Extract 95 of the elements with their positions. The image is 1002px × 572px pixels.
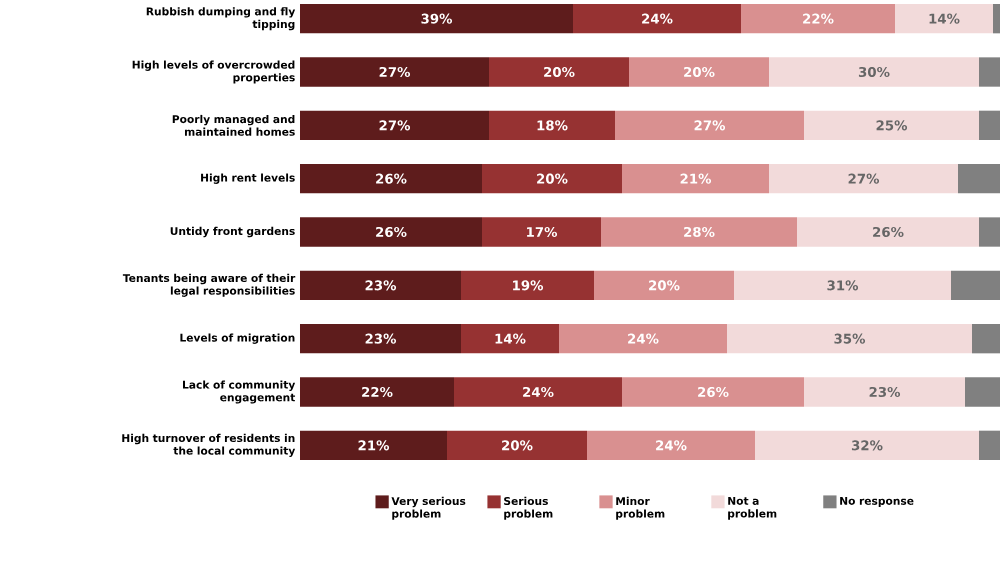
data-label: 20% [684, 66, 715, 78]
bar [489, 110, 615, 141]
bar [461, 270, 594, 301]
y-tick-label: Rubbish dumping and fly tipping [146, 7, 296, 31]
bar [461, 324, 559, 354]
bar [300, 430, 447, 461]
data-label: 17% [527, 226, 558, 238]
bar [300, 110, 489, 141]
data-label: 27% [694, 120, 726, 131]
data-label: 25% [876, 120, 908, 131]
bar [979, 430, 1001, 461]
data-label: 23% [869, 386, 901, 398]
data-label: 32% [851, 440, 883, 451]
bar [482, 217, 601, 247]
data-label: 14% [495, 333, 526, 344]
bar [300, 57, 489, 87]
bar [804, 110, 980, 141]
bar [993, 4, 1001, 34]
bar [587, 430, 755, 461]
data-label: 39% [421, 13, 453, 24]
bar [573, 4, 741, 34]
legend-label: No response [840, 496, 914, 507]
bar [979, 110, 1001, 141]
data-label: 24% [628, 333, 659, 344]
bar [559, 324, 727, 354]
bar [300, 377, 454, 407]
bar [797, 217, 980, 247]
data-label: 31% [827, 280, 859, 291]
data-label: 21% [680, 173, 712, 184]
data-label: 23% [365, 280, 397, 291]
data-label: 22% [803, 13, 834, 24]
data-label: 27% [848, 173, 880, 184]
data-label: 22% [362, 386, 393, 398]
legend-label: Serious problem [504, 496, 553, 520]
bar [300, 4, 573, 34]
bar [454, 377, 622, 407]
bar [615, 110, 804, 141]
data-label: 28% [684, 226, 715, 238]
y-tick-label: High turnover of residents in the local community [122, 433, 296, 457]
bar [622, 377, 804, 407]
bar [769, 57, 980, 87]
bar [979, 217, 1001, 247]
y-tick-label: Untidy front gardens [170, 226, 295, 238]
data-label: 27% [379, 120, 411, 131]
bar [300, 164, 482, 194]
bar [972, 324, 1001, 354]
data-label: 26% [873, 226, 904, 238]
data-label: 18% [537, 120, 568, 131]
bar [482, 164, 622, 194]
data-label: 26% [376, 226, 407, 238]
data-label: 26% [698, 386, 729, 398]
legend-label: Not a problem [728, 496, 777, 520]
bar [300, 270, 461, 301]
bar [951, 270, 1001, 301]
bar [594, 270, 734, 301]
bar [804, 377, 965, 407]
bar [300, 324, 461, 354]
legend-label: Minor problem [616, 496, 665, 520]
data-label: 30% [858, 66, 890, 78]
bar [895, 4, 994, 34]
bar [622, 164, 769, 194]
bar [755, 430, 980, 461]
bar [629, 57, 769, 87]
data-label: 20% [544, 66, 575, 78]
legend-label: Very serious problem [391, 496, 466, 520]
bar [727, 324, 973, 354]
bar [741, 4, 895, 34]
data-label: 20% [502, 440, 533, 451]
y-tick-label: Lack of community engagement [183, 380, 296, 404]
data-label: 21% [358, 440, 390, 451]
data-label: 24% [642, 13, 673, 24]
data-label: 14% [929, 13, 960, 24]
bar [769, 164, 958, 194]
data-label: 35% [834, 333, 866, 344]
bar [979, 57, 1001, 87]
y-tick-label: High levels of overcrowded properties [132, 60, 295, 84]
data-label: 27% [379, 66, 411, 78]
data-label: 19% [513, 280, 544, 291]
data-label: 24% [656, 440, 687, 451]
y-tick-label: High rent levels [201, 173, 295, 184]
y-tick-label: Levels of migration [180, 333, 295, 344]
bar [734, 270, 951, 301]
bar [965, 377, 1001, 407]
data-label: 24% [523, 386, 554, 398]
bar [601, 217, 797, 247]
bar [300, 217, 482, 247]
y-tick-label: Tenants being aware of their legal responsibilities [122, 273, 296, 297]
bar [447, 430, 587, 461]
data-label: 20% [649, 280, 680, 291]
data-label: 23% [365, 333, 397, 344]
bar [489, 57, 629, 87]
y-tick-label: Poorly managed and maintained homes [172, 114, 295, 136]
data-label: 20% [537, 173, 568, 184]
data-label: 26% [376, 173, 407, 184]
bar [958, 164, 1001, 194]
